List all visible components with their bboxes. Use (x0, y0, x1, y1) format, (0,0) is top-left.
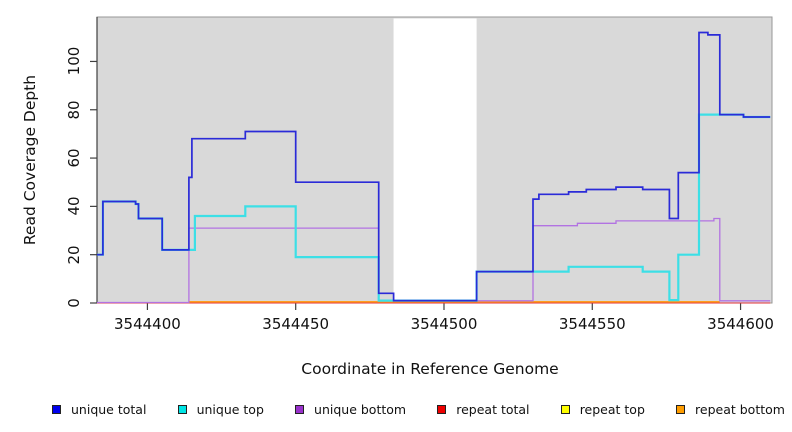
legend-item-repeat-top: repeat top (560, 401, 645, 417)
y-axis-title: Read Coverage Depth (21, 74, 39, 246)
x-axis-title: Coordinate in Reference Genome (301, 360, 559, 378)
legend-item-unique-total: unique total (52, 402, 146, 417)
y-tick-label: 0 (65, 298, 83, 308)
legend-item-repeat-bottom: repeat bottom (676, 402, 785, 417)
y-tick-label: 40 (65, 196, 83, 216)
legend-label: unique top (196, 401, 264, 417)
legend-label: repeat bottom (695, 401, 785, 417)
x-tick-label: 3544500 (410, 315, 478, 333)
y-tick-label: 80 (65, 100, 83, 120)
legend-label: unique bottom (314, 401, 407, 417)
legend-swatch-icon (295, 404, 305, 414)
legend-item-unique-bottom: unique bottom (295, 402, 406, 417)
legend-label: unique total (71, 401, 147, 417)
legend-swatch-icon (560, 404, 570, 414)
masked-region (393, 18, 477, 303)
legend-swatch-icon (437, 404, 447, 414)
legend: unique total unique top unique bottom repea… (52, 398, 785, 420)
y-tick-label: 100 (65, 47, 83, 76)
legend-swatch-icon (676, 404, 686, 414)
legend-item-unique-top: unique top (177, 401, 264, 417)
x-tick-label: 3544450 (262, 315, 330, 333)
x-tick-label: 3544600 (707, 315, 774, 333)
legend-swatch-icon (177, 404, 187, 414)
legend-label: repeat total (456, 401, 530, 417)
x-tick-label: 3544400 (114, 315, 181, 333)
x-tick-label: 3544550 (558, 315, 626, 333)
series-unique-total (97, 31, 771, 302)
y-tick-label: 20 (65, 245, 83, 265)
y-tick-label: 60 (65, 148, 83, 168)
plot-area (90, 16, 773, 310)
series-unique-bottom (97, 217, 771, 304)
legend-label: repeat top (579, 401, 645, 417)
legend-item-repeat-total: repeat total (437, 401, 530, 417)
legend-swatch-icon (52, 404, 61, 414)
